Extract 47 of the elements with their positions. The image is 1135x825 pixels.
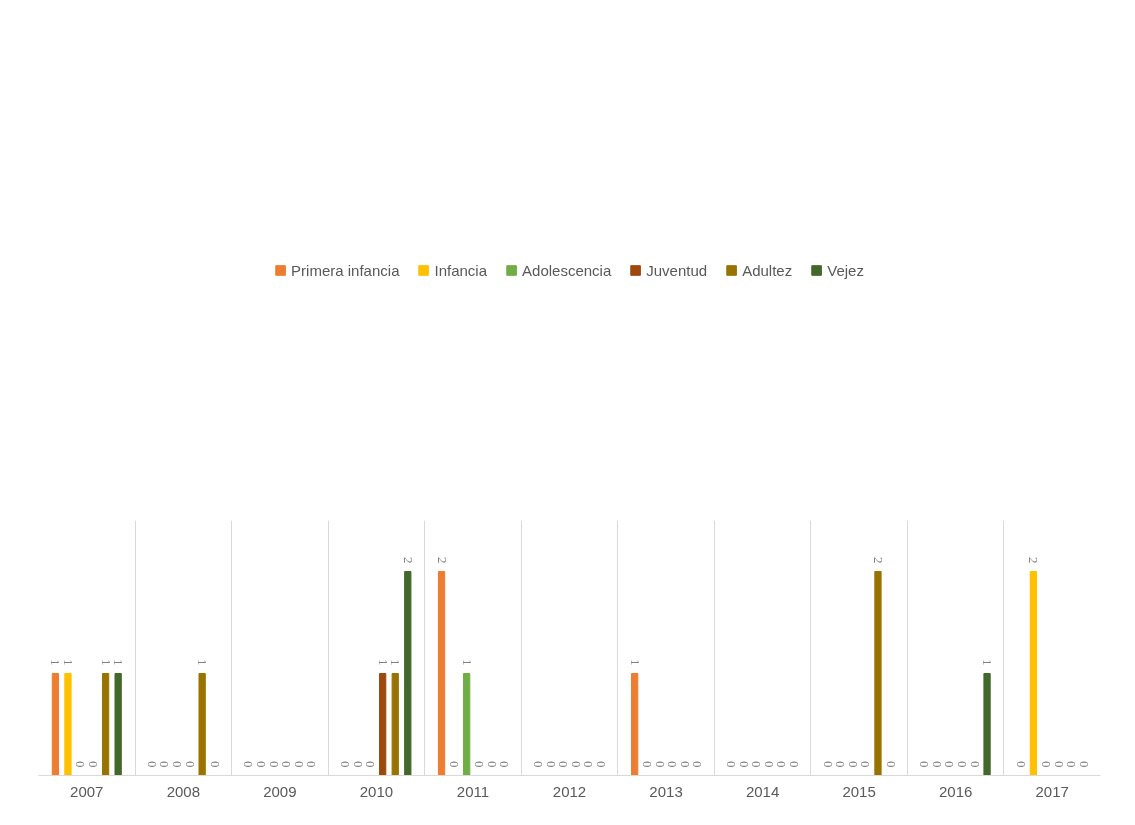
x-tick-label: 2017 bbox=[1035, 782, 1069, 800]
data-label: 2 bbox=[400, 557, 416, 564]
data-label: 0 bbox=[73, 761, 89, 768]
data-label: 2 bbox=[870, 557, 886, 564]
data-label: 0 bbox=[858, 761, 874, 768]
legend-label: Primera infancia bbox=[291, 261, 400, 279]
data-label: 2 bbox=[434, 557, 450, 564]
x-tick-label: 2012 bbox=[552, 782, 587, 800]
data-label: 0 bbox=[1013, 761, 1029, 768]
data-label: 0 bbox=[363, 761, 379, 768]
legend-label: Vejez bbox=[827, 261, 864, 279]
data-label: 1 bbox=[195, 659, 211, 666]
data-label: 1 bbox=[375, 659, 391, 666]
data-label: 1 bbox=[459, 659, 475, 666]
data-label: 1 bbox=[98, 659, 114, 666]
data-label: 1 bbox=[111, 659, 127, 666]
data-label: 0 bbox=[1051, 761, 1067, 768]
x-tick-label: 2016 bbox=[939, 782, 973, 800]
data-label: 1 bbox=[980, 659, 996, 666]
data-label: 0 bbox=[967, 761, 983, 768]
x-tick-label: 2014 bbox=[745, 782, 780, 800]
data-label: 0 bbox=[157, 761, 173, 768]
data-label: 0 bbox=[690, 761, 706, 768]
x-tick-label: 2010 bbox=[359, 782, 394, 800]
data-label: 1 bbox=[627, 659, 643, 666]
data-label: 1 bbox=[388, 659, 404, 666]
x-tick-label: 2015 bbox=[842, 782, 876, 800]
data-label: 0 bbox=[207, 761, 223, 768]
x-tick-label: 2009 bbox=[263, 782, 297, 800]
data-label: 0 bbox=[304, 761, 320, 768]
data-label: 0 bbox=[447, 761, 463, 768]
data-label: 0 bbox=[497, 761, 513, 768]
data-label: 0 bbox=[883, 761, 899, 768]
data-label: 2 bbox=[1026, 557, 1042, 564]
legend-label: Adultez bbox=[742, 261, 793, 279]
legend-label: Infancia bbox=[434, 261, 488, 279]
x-tick-label: 2008 bbox=[166, 782, 201, 800]
data-label: 0 bbox=[1038, 761, 1054, 768]
legend-label: Juventud bbox=[646, 261, 708, 279]
x-tick-label: 2007 bbox=[70, 782, 104, 800]
data-label: 0 bbox=[241, 761, 257, 768]
data-label: 0 bbox=[820, 761, 836, 768]
legend-label: Adolescencia bbox=[522, 261, 612, 279]
data-label: 0 bbox=[144, 761, 160, 768]
x-tick-label: 2011 bbox=[456, 782, 490, 800]
data-label: 0 bbox=[86, 761, 102, 768]
x-tick-label: 2013 bbox=[649, 782, 683, 800]
